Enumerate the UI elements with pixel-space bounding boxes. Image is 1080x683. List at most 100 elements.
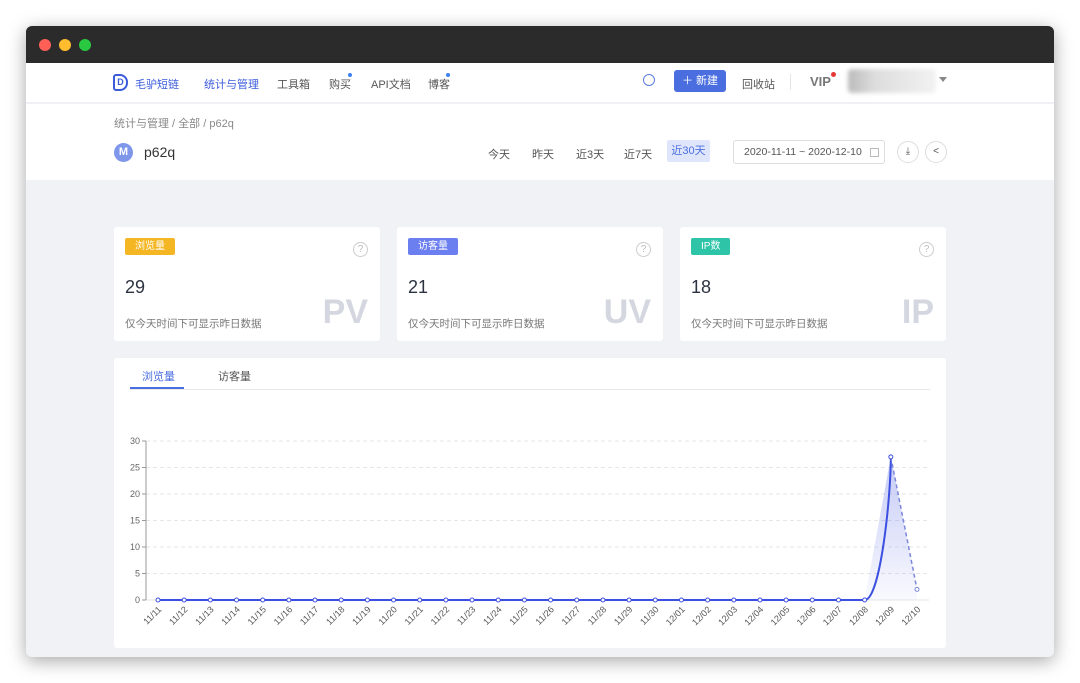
share-icon[interactable]: < xyxy=(925,141,947,163)
x-tick-label: 11/15 xyxy=(246,604,269,627)
browser-window: D 毛驴短链 统计与管理 工具箱 购买 API文档 博客 ＋ 新建 回收站 VI… xyxy=(26,26,1054,657)
data-point xyxy=(652,597,658,603)
date-range-picker[interactable]: 2020-11-11 ~ 2020-12-10 xyxy=(733,140,885,164)
data-point xyxy=(705,597,711,603)
active-tab-underline xyxy=(130,387,184,389)
pv-card: 浏览量 ? 29 仅今天时间下可显示昨日数据 PV xyxy=(114,227,380,341)
y-tick-label: 30 xyxy=(130,436,140,446)
tab-pageviews[interactable]: 浏览量 xyxy=(142,371,175,383)
top-nav: D 毛驴短链 统计与管理 工具箱 购买 API文档 博客 ＋ 新建 回收站 VI… xyxy=(26,63,1054,103)
x-tick-label: 11/21 xyxy=(403,604,426,627)
data-point xyxy=(626,597,632,603)
data-point xyxy=(521,597,527,603)
chevron-down-icon[interactable] xyxy=(939,77,947,86)
vip-dot xyxy=(831,72,836,77)
x-tick-label: 11/23 xyxy=(455,604,478,627)
download-icon[interactable]: ⤓ xyxy=(897,141,919,163)
help-icon[interactable]: ? xyxy=(636,242,651,257)
calendar-icon xyxy=(870,148,879,157)
ip-watermark: IP xyxy=(901,293,934,331)
minimize-button[interactable] xyxy=(59,39,71,51)
x-tick-label: 11/27 xyxy=(560,604,583,627)
data-point xyxy=(548,597,554,603)
x-tick-label: 11/30 xyxy=(638,604,661,627)
x-tick-label: 12/09 xyxy=(873,604,896,627)
new-button[interactable]: ＋ 新建 xyxy=(674,70,726,92)
data-point xyxy=(783,597,789,603)
pv-description: 仅今天时间下可显示昨日数据 xyxy=(125,318,262,330)
nav-item-api-docs[interactable]: API文档 xyxy=(371,79,411,91)
uv-watermark: UV xyxy=(603,293,651,331)
data-point xyxy=(181,597,187,603)
x-tick-label: 11/12 xyxy=(167,604,190,627)
range-3days[interactable]: 近3天 xyxy=(576,149,605,161)
close-button[interactable] xyxy=(39,39,51,51)
nav-item-stats[interactable]: 统计与管理 xyxy=(204,79,259,91)
x-tick-label: 12/05 xyxy=(769,604,792,627)
x-tick-label: 11/29 xyxy=(612,604,635,627)
pv-value: 29 xyxy=(125,277,146,297)
link-name: p62q xyxy=(144,144,176,160)
x-tick-label: 12/10 xyxy=(899,604,922,627)
logo-icon[interactable]: D xyxy=(113,74,128,91)
ip-value: 18 xyxy=(691,277,712,297)
x-tick-label: 12/07 xyxy=(821,604,844,627)
x-tick-label: 12/08 xyxy=(847,604,870,627)
help-icon[interactable]: ? xyxy=(919,242,934,257)
y-tick-label: 15 xyxy=(130,516,140,526)
x-tick-label: 12/02 xyxy=(690,604,713,627)
ip-card: IP数 ? 18 仅今天时间下可显示昨日数据 IP xyxy=(680,227,946,341)
uv-badge: 访客量 xyxy=(408,238,458,255)
maximize-button[interactable] xyxy=(79,39,91,51)
range-today[interactable]: 今天 xyxy=(488,149,510,161)
y-tick-label: 25 xyxy=(130,463,140,473)
vip-badge[interactable]: VIP xyxy=(810,74,831,89)
data-point xyxy=(207,597,213,603)
link-avatar: M xyxy=(114,143,133,162)
tab-divider xyxy=(130,389,930,390)
x-tick-label: 11/22 xyxy=(429,604,452,627)
plus-icon: ＋ xyxy=(681,75,693,87)
nav-item-blog[interactable]: 博客 xyxy=(428,79,450,91)
series-line xyxy=(158,456,892,601)
x-tick-label: 11/25 xyxy=(507,604,530,627)
nav-item-buy[interactable]: 购买 xyxy=(329,79,351,91)
x-tick-label: 11/26 xyxy=(533,604,556,627)
uv-value: 21 xyxy=(408,277,429,297)
brand-name[interactable]: 毛驴短链 xyxy=(135,79,179,91)
help-icon[interactable]: ? xyxy=(353,242,368,257)
page-header: 统计与管理 / 全部 / p62q M p62q 今天 昨天 近3天 近7天 近… xyxy=(26,104,1054,180)
ip-badge: IP数 xyxy=(691,238,731,255)
data-point xyxy=(862,597,868,603)
user-avatar-blurred[interactable] xyxy=(848,69,936,93)
data-point xyxy=(155,597,161,603)
breadcrumb-item[interactable]: 统计与管理 xyxy=(114,118,169,130)
x-tick-label: 11/16 xyxy=(272,604,295,627)
breadcrumb-item[interactable]: 全部 xyxy=(178,118,201,130)
x-tick-label: 12/03 xyxy=(716,604,739,627)
breadcrumb: 统计与管理 / 全部 / p62q xyxy=(114,118,234,130)
ip-description: 仅今天时间下可显示昨日数据 xyxy=(691,318,828,330)
x-tick-label: 11/28 xyxy=(586,604,609,627)
notification-dot xyxy=(446,73,450,77)
y-tick-label: 0 xyxy=(135,595,140,605)
recycle-bin-link[interactable]: 回收站 xyxy=(742,79,775,91)
data-point xyxy=(338,597,344,603)
search-icon[interactable] xyxy=(643,74,655,86)
data-point xyxy=(600,597,606,603)
data-point xyxy=(574,597,580,603)
range-30days[interactable]: 近30天 xyxy=(667,140,710,162)
x-tick-label: 12/06 xyxy=(795,604,818,627)
tab-visitors[interactable]: 访客量 xyxy=(218,371,251,383)
uv-card: 访客量 ? 21 仅今天时间下可显示昨日数据 UV xyxy=(397,227,663,341)
pv-watermark: PV xyxy=(322,293,368,331)
x-tick-label: 11/13 xyxy=(193,604,216,627)
data-point xyxy=(678,597,684,603)
data-point xyxy=(312,597,318,603)
nav-item-tools[interactable]: 工具箱 xyxy=(277,79,310,91)
range-7days[interactable]: 近7天 xyxy=(624,149,653,161)
data-point xyxy=(914,586,920,592)
data-point xyxy=(835,597,841,603)
range-yesterday[interactable]: 昨天 xyxy=(532,149,554,161)
